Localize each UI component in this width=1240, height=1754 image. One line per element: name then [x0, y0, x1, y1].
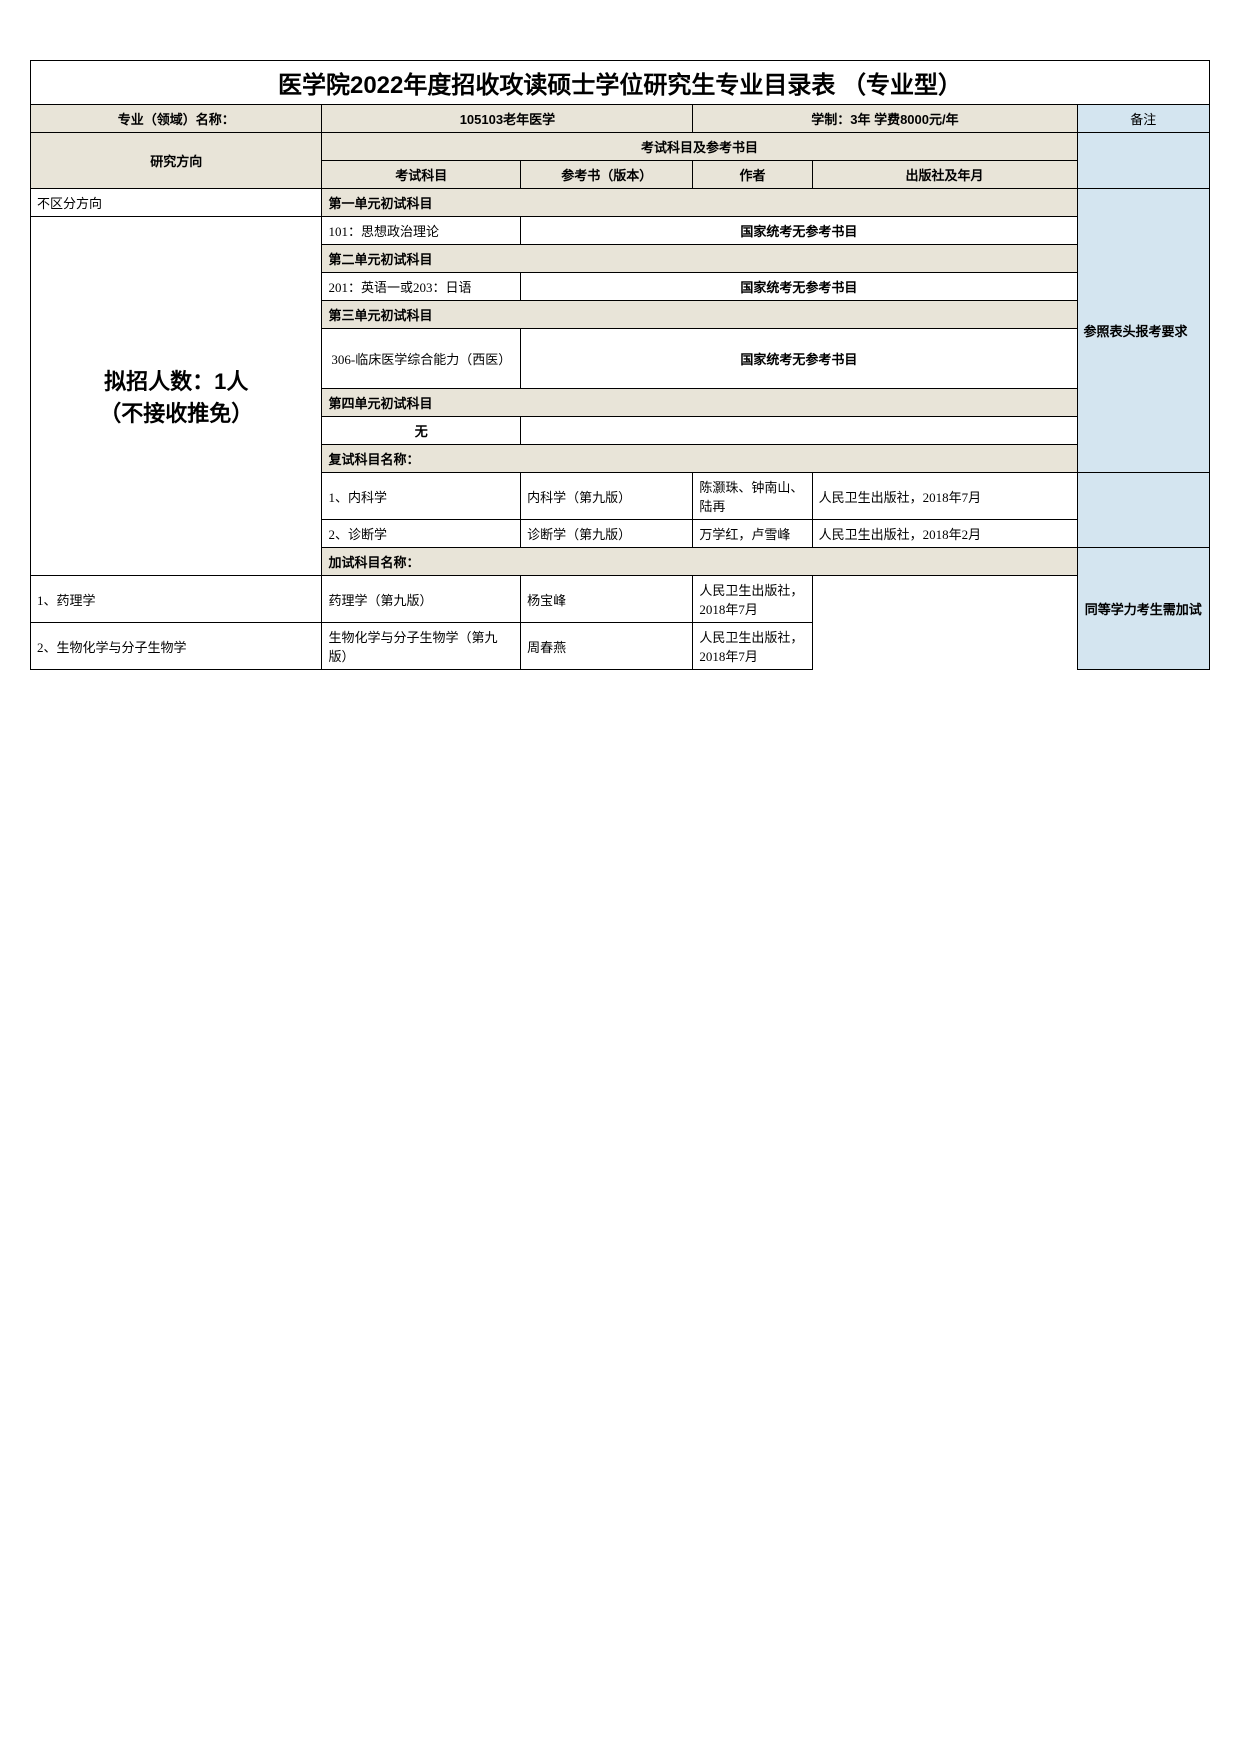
retest2-book: 诊断学（第九版）: [521, 520, 693, 548]
unit4-blank: [521, 417, 1077, 445]
unit3-header: 第三单元初试科目: [322, 301, 1077, 329]
unit1-header: 第一单元初试科目: [322, 189, 1077, 217]
exam-ref-label: 考试科目及参考书目: [322, 133, 1077, 161]
unit1-subject: 101：思想政治理论: [322, 217, 521, 245]
retest-header: 复试科目名称：: [322, 445, 1077, 473]
publisher-label: 出版社及年月: [812, 161, 1077, 189]
row-additional-2: 2、生物化学与分子生物学 生物化学与分子生物学（第九版） 周春燕 人民卫生出版社…: [31, 623, 1210, 670]
enrollment-line1: 拟招人数：1人: [37, 364, 315, 396]
duration-tuition: 学制：3年 学费8000元/年: [693, 105, 1077, 133]
add2-author: 周春燕: [521, 623, 693, 670]
unit3-subject: 306-临床医学综合能力（西医）: [322, 329, 521, 389]
additional-note: 同等学力考生需加试: [1077, 548, 1210, 670]
major-value: 105103老年医学: [322, 105, 693, 133]
main-note: 参照表头报考要求: [1077, 189, 1210, 473]
subject-label: 考试科目: [322, 161, 521, 189]
header-row-1: 专业（领域）名称： 105103老年医学 学制：3年 学费8000元/年 备注: [31, 105, 1210, 133]
header-row-2: 研究方向 考试科目及参考书目: [31, 133, 1210, 161]
unit2-header: 第二单元初试科目: [322, 245, 1077, 273]
add2-publisher: 人民卫生出版社，2018年7月: [693, 623, 812, 670]
unit2-subject: 201：英语一或203：日语: [322, 273, 521, 301]
title-row: 医学院2022年度招收攻读硕士学位研究生专业目录表 （专业型）: [31, 61, 1210, 105]
enrollment-cell: 拟招人数：1人 （不接收推免）: [31, 217, 322, 576]
add2-subject: 2、生物化学与分子生物学: [31, 623, 322, 670]
unit4-subject: 无: [322, 417, 521, 445]
row-unit1-content: 拟招人数：1人 （不接收推免） 101：思想政治理论 国家统考无参考书目: [31, 217, 1210, 245]
remark-label: 备注: [1077, 105, 1210, 133]
remark-blank-1: [1077, 133, 1210, 189]
catalog-table: 医学院2022年度招收攻读硕士学位研究生专业目录表 （专业型） 专业（领域）名称…: [30, 60, 1210, 670]
direction-label: 研究方向: [31, 133, 322, 189]
retest-remark-blank: [1077, 473, 1210, 548]
add1-subject: 1、药理学: [31, 576, 322, 623]
book-label: 参考书（版本）: [521, 161, 693, 189]
author-label: 作者: [693, 161, 812, 189]
unit2-ref: 国家统考无参考书目: [521, 273, 1077, 301]
direction-cell: 不区分方向: [31, 189, 322, 217]
additional-header: 加试科目名称：: [322, 548, 1077, 576]
retest1-book: 内科学（第九版）: [521, 473, 693, 520]
row-additional-1: 1、药理学 药理学（第九版） 杨宝峰 人民卫生出版社，2018年7月: [31, 576, 1210, 623]
enrollment-line2: （不接收推免）: [37, 396, 315, 428]
major-label: 专业（领域）名称：: [31, 105, 322, 133]
add1-book: 药理学（第九版）: [322, 576, 521, 623]
unit1-ref: 国家统考无参考书目: [521, 217, 1077, 245]
page-title: 医学院2022年度招收攻读硕士学位研究生专业目录表 （专业型）: [31, 61, 1210, 105]
retest1-subject: 1、内科学: [322, 473, 521, 520]
retest1-publisher: 人民卫生出版社，2018年7月: [812, 473, 1077, 520]
unit3-ref: 国家统考无参考书目: [521, 329, 1077, 389]
retest1-author: 陈灏珠、钟南山、陆再: [693, 473, 812, 520]
add1-author: 杨宝峰: [521, 576, 693, 623]
retest2-publisher: 人民卫生出版社，2018年2月: [812, 520, 1077, 548]
add2-book: 生物化学与分子生物学（第九版）: [322, 623, 521, 670]
retest2-author: 万学红，卢雪峰: [693, 520, 812, 548]
retest2-subject: 2、诊断学: [322, 520, 521, 548]
add1-publisher: 人民卫生出版社，2018年7月: [693, 576, 812, 623]
unit4-header: 第四单元初试科目: [322, 389, 1077, 417]
row-unit1-header: 不区分方向 第一单元初试科目 参照表头报考要求: [31, 189, 1210, 217]
